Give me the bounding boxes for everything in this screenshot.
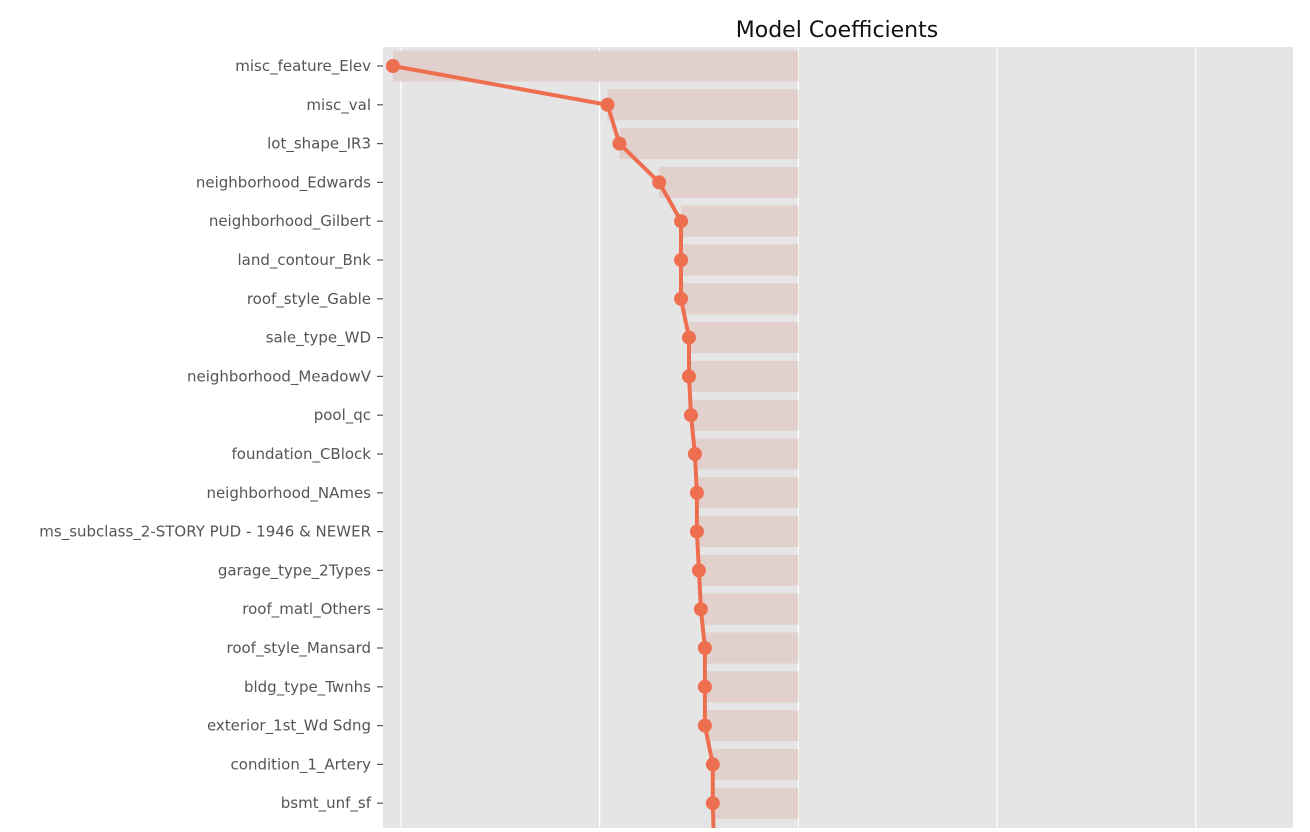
coefficient-bar <box>690 399 799 431</box>
y-tick-label: foundation_CBlock <box>232 445 372 464</box>
coefficient-point <box>600 97 615 112</box>
y-tick-label: roof_style_Mansard <box>226 639 371 658</box>
coefficient-point <box>674 291 689 306</box>
coefficient-point <box>385 59 400 73</box>
coefficient-bar <box>700 593 799 625</box>
coefficient-bar <box>696 516 799 548</box>
y-axis-ticks <box>377 65 383 804</box>
y-tick-label: misc_feature_Elev <box>235 57 371 76</box>
coefficient-point <box>689 485 704 500</box>
coefficient-bar <box>619 128 799 160</box>
y-tick-label: roof_matl_Others <box>242 600 371 619</box>
bars <box>392 50 799 819</box>
coefficient-bar <box>659 166 799 198</box>
coefficient-bar <box>688 322 799 354</box>
coefficient-bar <box>712 787 799 819</box>
y-tick-label: neighborhood_MeadowV <box>187 367 372 386</box>
y-tick-label: land_contour_Bnk <box>237 251 371 270</box>
y-tick-label: ms_subclass_2-STORY PUD - 1946 & NEWER <box>39 523 371 542</box>
y-tick-label: lot_shape_IR3 <box>267 135 371 154</box>
coefficient-bar <box>704 710 799 742</box>
y-tick-label: neighborhood_Edwards <box>196 173 371 192</box>
y-tick-label: roof_style_Gable <box>247 290 371 309</box>
coefficient-bar <box>607 89 799 121</box>
coefficient-bar <box>681 205 799 237</box>
y-tick-label: bldg_type_Twnhs <box>244 678 371 697</box>
coefficient-bar <box>698 554 799 586</box>
y-tick-label: condition_1_Artery <box>231 755 372 774</box>
coefficient-point <box>705 796 720 811</box>
coefficient-point <box>697 679 712 694</box>
coefficient-bar <box>688 360 799 392</box>
y-tick-label: misc_val <box>306 96 371 115</box>
y-tick-label: neighborhood_Gilbert <box>209 212 371 231</box>
coefficient-bar <box>694 438 799 470</box>
coefficient-bar <box>704 632 799 664</box>
y-tick-label: garage_type_2Types <box>218 561 371 580</box>
y-tick-label: bsmt_unf_sf <box>281 794 372 813</box>
coefficient-point <box>689 524 704 539</box>
coefficient-point <box>697 641 712 655</box>
coefficient-point <box>652 175 667 190</box>
coefficient-bar <box>681 244 799 276</box>
coefficient-point <box>681 369 696 384</box>
chart-title: Model Coefficients <box>736 18 938 43</box>
y-tick-label: neighborhood_NAmes <box>206 484 371 503</box>
coefficient-bar <box>712 748 799 780</box>
y-tick-label: exterior_1st_Wd Sdng <box>207 717 371 736</box>
coefficient-point <box>683 408 698 423</box>
plot-background <box>383 47 1293 828</box>
coefficient-point <box>612 136 627 151</box>
coefficient-point <box>705 757 720 772</box>
coefficient-point <box>697 718 712 733</box>
coefficient-point <box>674 253 689 267</box>
coefficient-bar <box>681 283 799 315</box>
y-axis-labels: misc_feature_Elev misc_val lot_shape_IR3ne… <box>39 57 371 813</box>
y-tick-label: sale_type_WD <box>266 329 371 348</box>
coefficient-points <box>385 59 720 811</box>
coefficient-point <box>681 330 696 345</box>
y-tick-label: pool_qc <box>314 406 371 425</box>
coefficient-bar <box>704 671 799 703</box>
coefficient-bar <box>696 477 799 509</box>
coefficient-point <box>691 563 706 578</box>
grid-lines <box>400 47 1197 828</box>
coefficient-point <box>693 602 708 617</box>
coefficient-point <box>674 214 689 229</box>
coefficient-point <box>687 447 702 461</box>
